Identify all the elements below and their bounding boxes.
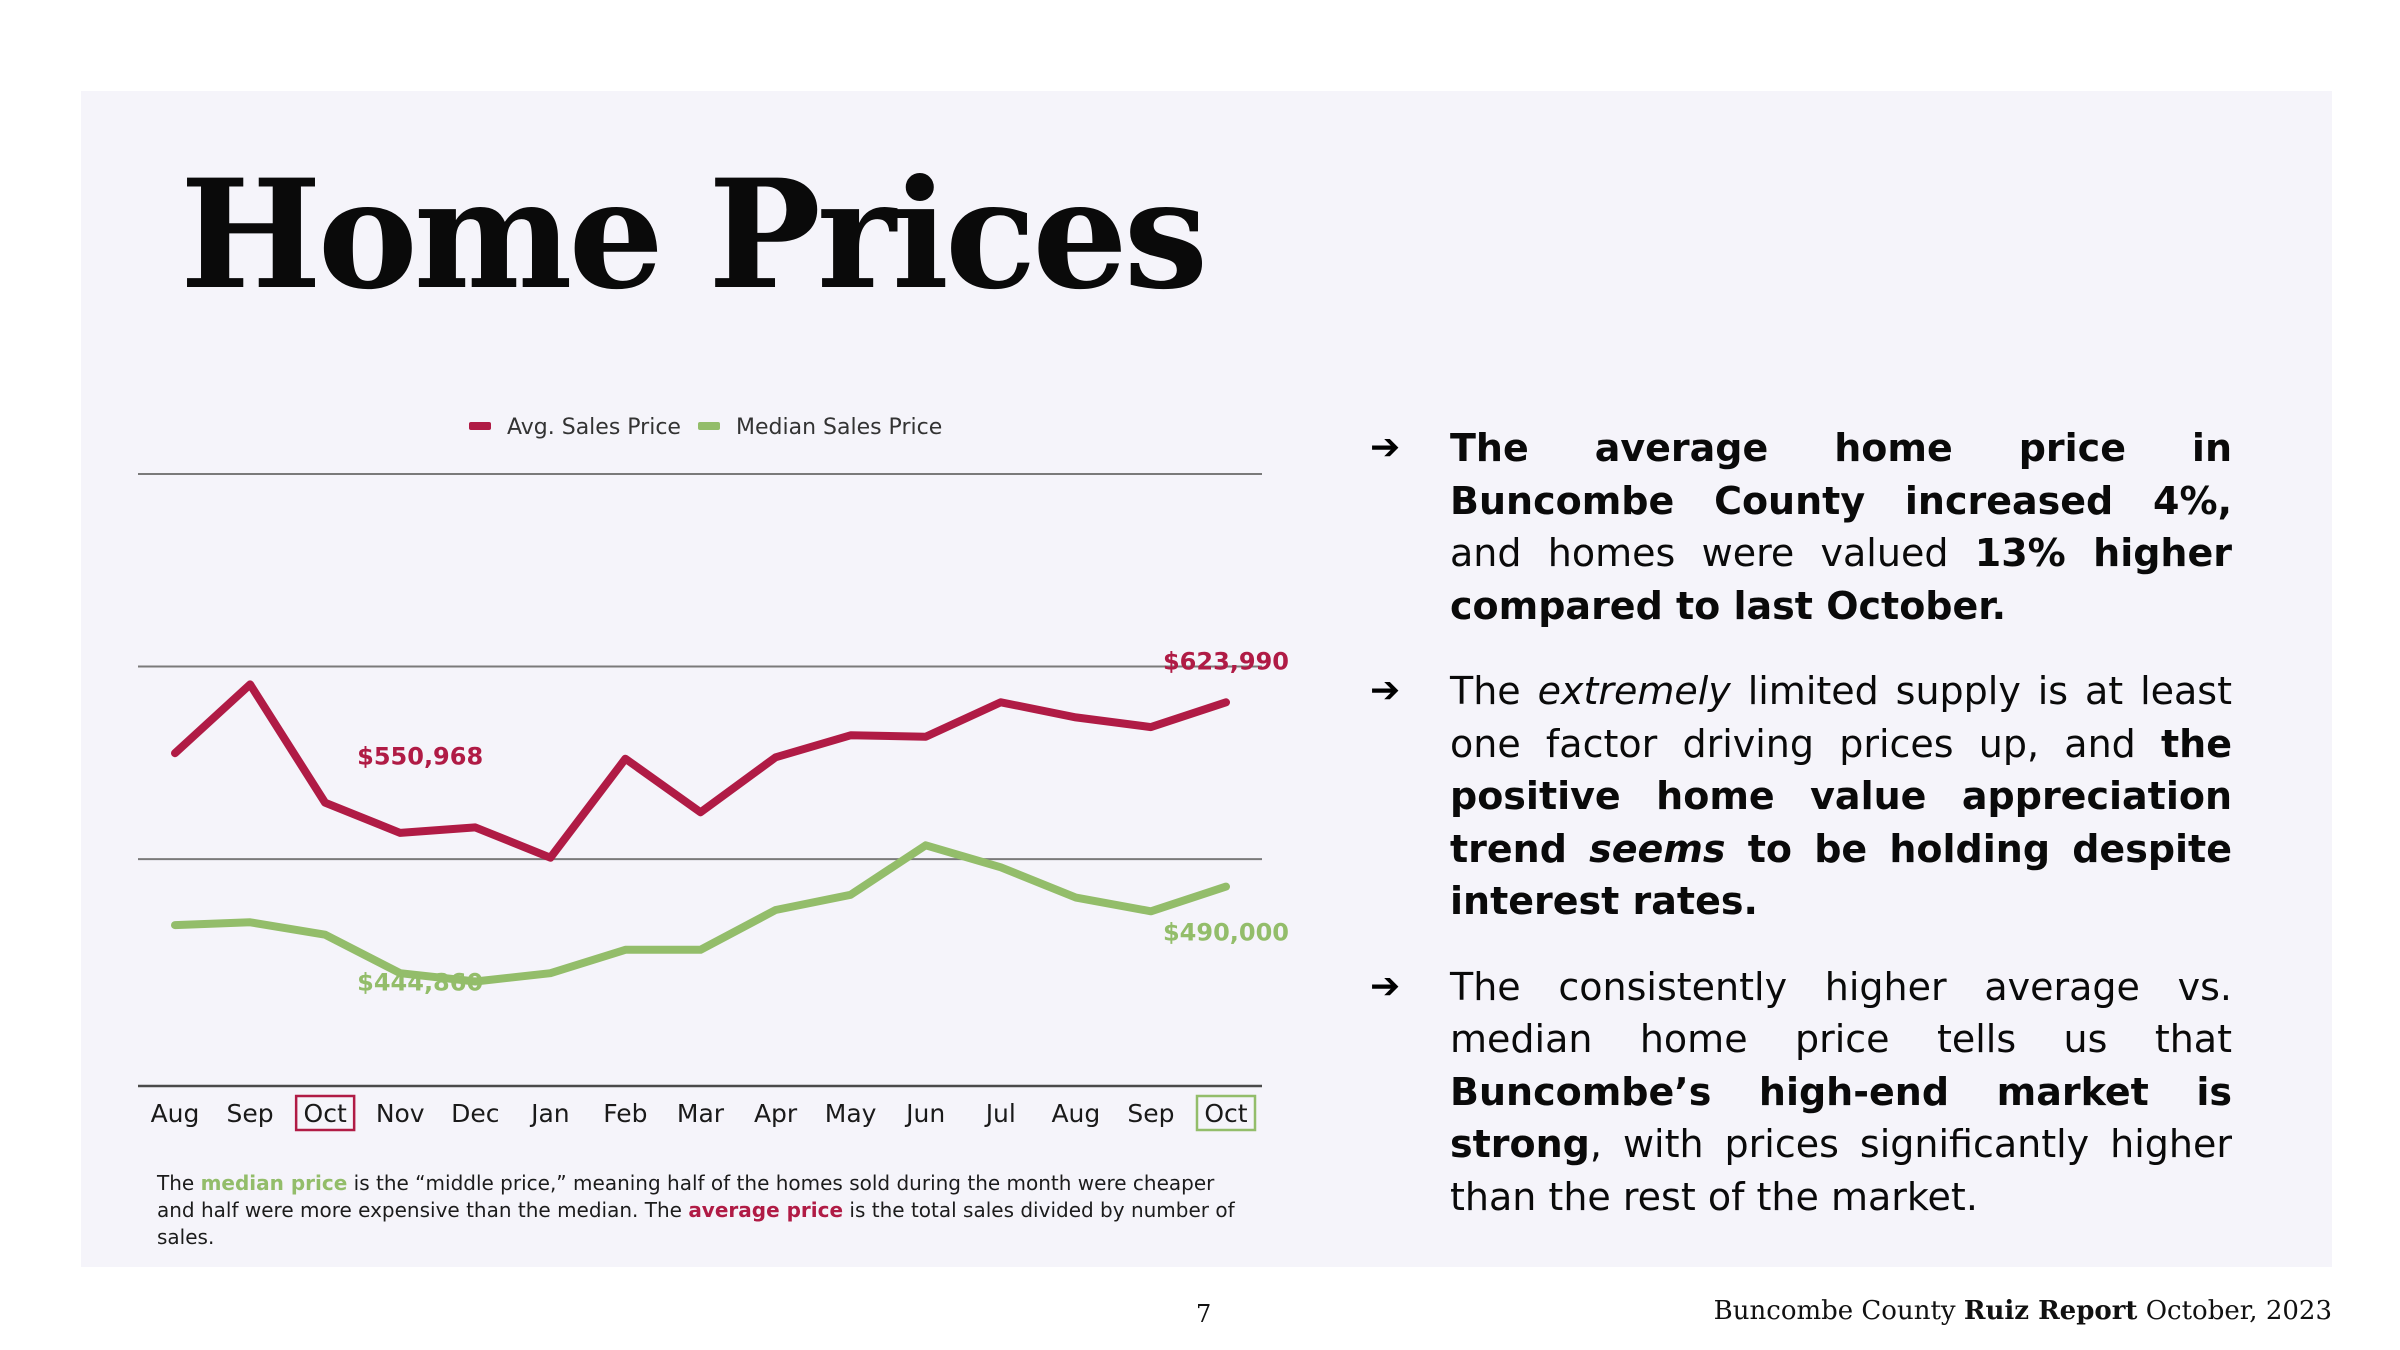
page-title: Home Prices	[180, 147, 1208, 323]
insight-text-1: The average home price in Buncombe Count…	[1450, 422, 2232, 632]
insight-item-3: ➔ The consistently higher average vs. me…	[1370, 961, 2232, 1224]
insight-2-text-a: The	[1450, 669, 1538, 713]
legend-swatch-1	[698, 422, 720, 430]
insight-1-text: and homes were valued	[1450, 531, 1975, 575]
insight-2-bold-b: to be holding despite interest rates.	[1450, 826, 2232, 924]
x-tick-label-10: Jun	[904, 1099, 945, 1128]
series-line-1	[171, 841, 1230, 986]
slide-panel	[81, 91, 2332, 1267]
arrow-right-icon: ➔	[1370, 670, 1401, 711]
insight-1-bold-a: The average home price in Buncombe Count…	[1450, 426, 2232, 523]
footer-report-name: Ruiz Report	[1963, 1296, 2138, 1326]
x-tick-label-14: Oct	[1204, 1099, 1247, 1128]
x-tick-label-3: Nov	[376, 1099, 425, 1128]
insight-2-bold-italic: seems	[1589, 826, 1726, 871]
note-median-term: median price	[200, 1171, 348, 1195]
x-tick-label-7: Mar	[677, 1099, 725, 1128]
x-tick-label-13: Sep	[1127, 1099, 1174, 1128]
page-number: 7	[1196, 1300, 1212, 1328]
note-text-1: The	[157, 1171, 201, 1195]
data-label-3: $490,000	[1163, 919, 1289, 947]
x-tick-label-5: Jan	[529, 1099, 570, 1128]
note-text-2: is the “middle price,” meaning half of t…	[157, 1171, 1215, 1222]
x-tick-label-2: Oct	[304, 1099, 347, 1128]
chart-footnote: The median price is the “middle price,” …	[157, 1170, 1257, 1251]
insight-item-1: ➔ The average home price in Buncombe Cou…	[1370, 422, 2232, 632]
insight-3-bold: Buncombe’s high-end market is strong	[1450, 1069, 2232, 1167]
insight-2-text-b: limited supply is at least one factor dr…	[1450, 669, 2232, 766]
note-average-term: average price	[688, 1198, 844, 1222]
insight-2-bold-a: the positive home value appreciation tre…	[1450, 721, 2232, 871]
footer-date: October, 2023	[2137, 1296, 2332, 1326]
x-tick-highlight-2	[294, 1094, 356, 1132]
insight-text-2: The extremely limited supply is at least…	[1450, 665, 2232, 928]
arrow-right-icon: ➔	[1370, 965, 1401, 1007]
insight-2-italic: extremely	[1537, 669, 1731, 713]
data-label-2: $623,990	[1163, 647, 1289, 675]
legend-swatch-0	[469, 422, 491, 430]
x-tick-label-12: Aug	[1051, 1099, 1100, 1128]
x-tick-label-11: Jul	[984, 1099, 1016, 1128]
insight-item-2: ➔ The extremely limited supply is at lea…	[1370, 665, 2232, 928]
x-tick-highlight-14	[1195, 1094, 1257, 1132]
insight-3-text-a: The consistently higher average vs. medi…	[1450, 964, 2232, 1062]
insight-1-bold-b: 13% higher compared to last October.	[1450, 531, 2232, 628]
x-tick-label-1: Sep	[227, 1099, 274, 1128]
insight-text-3: The consistently higher average vs. medi…	[1450, 961, 2232, 1224]
legend-label-1: Median Sales Price	[736, 415, 942, 440]
insight-3-text-b: , with prices significantly higher than …	[1450, 1122, 2232, 1219]
report-footer: Buncombe County Ruiz Report October, 202…	[1714, 1296, 2332, 1326]
data-label-1: $444,860	[357, 969, 483, 997]
legend-label-0: Avg. Sales Price	[507, 415, 681, 440]
x-tick-label-9: May	[825, 1099, 877, 1128]
insight-list: ➔ The average home price in Buncombe Cou…	[1370, 422, 2232, 1256]
footer-county: Buncombe County	[1713, 1296, 1964, 1326]
x-tick-label-8: Apr	[754, 1099, 798, 1128]
series-line-0	[171, 680, 1230, 862]
x-tick-label-4: Dec	[451, 1099, 499, 1128]
arrow-right-icon: ➔	[1370, 427, 1401, 468]
data-label-0: $550,968	[357, 743, 483, 771]
note-text-3: is the total sales divided by number of …	[157, 1198, 1235, 1249]
x-tick-label-6: Feb	[603, 1099, 647, 1128]
x-tick-label-0: Aug	[151, 1099, 200, 1128]
